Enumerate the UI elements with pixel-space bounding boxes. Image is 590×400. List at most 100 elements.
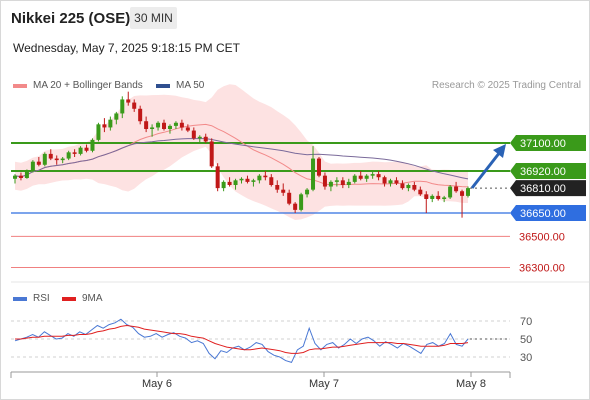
candle-body [311,158,316,190]
candle-body [370,174,375,176]
candle-body [221,181,226,189]
candle-body [167,125,172,129]
candle-body [305,189,310,195]
candle-body [227,181,232,185]
candle-body [275,185,280,190]
candle-body [13,175,17,179]
time-axis-label: May 8 [456,378,486,390]
candle-body [382,177,387,184]
candle-body [150,127,155,129]
time-axis-label: May 6 [142,378,172,390]
candle-body [96,124,101,140]
rsi-tick-label: 70 [520,316,532,328]
candle-body [322,175,327,187]
candle-body [293,203,298,210]
candle-body [72,152,77,154]
candle-body [287,192,292,204]
legend-9ma: 9MA [62,293,103,304]
interval-button[interactable]: 30 MIN [130,7,177,29]
candle-body [138,108,143,122]
candle-body [179,122,184,128]
ma50-line [14,138,469,180]
candle-body [126,99,131,103]
price-level-label: 36500.00 [519,231,565,243]
candle-body [120,99,125,114]
price-level-label: 36650.00 [520,208,566,220]
candle-body [358,175,363,179]
chart-header: Nikkei 225 (OSE) 30 MIN [0,0,590,36]
candle-body [388,180,393,184]
candle-body [460,191,465,196]
rsi-tick-label: 50 [520,334,532,346]
candle-body [185,127,190,131]
price-level-tag [510,135,586,151]
candle-body [406,185,411,189]
price-level-tag [510,205,586,221]
price-level-label: 36300.00 [519,262,565,274]
price-level-tag [510,180,586,197]
candle-body [328,181,333,187]
candle-body [54,158,59,161]
rsi-9ma-line [15,324,469,354]
price-level-label: 36810.00 [520,183,566,195]
candle-body [191,130,196,139]
legend-label: RSI [33,293,50,304]
instrument-title: Nikkei 225 (OSE) [11,10,131,27]
candle-body [197,136,202,139]
candle-body [90,139,95,151]
legend-label: MA 50 [176,80,205,91]
candle-body [412,185,417,190]
candle-body [364,175,369,179]
candle-body [203,136,208,142]
candle-body [454,186,459,192]
candle-body [48,153,53,159]
time-axis-label: May 7 [309,378,339,390]
legend-ma50: MA 50 [156,80,204,91]
candle-body [316,158,321,176]
candle-body [334,180,339,182]
candle-body [430,195,435,199]
candle-body [30,161,35,171]
rsi-line [14,318,469,364]
candle-body [42,153,47,165]
candle-body [263,175,268,178]
candle-body [162,122,167,129]
candle-body [418,189,423,195]
legend-label: 9MA [82,293,103,304]
forecast-arrow-shaft [470,151,502,189]
candle-body [156,122,161,128]
candle-body [18,175,23,178]
candle-body [108,119,113,128]
candle-body [448,186,453,198]
candle-body [466,188,470,196]
price-level-tag [510,163,586,179]
candle-body [245,178,250,182]
timestamp: Wednesday, May 7, 2025 9:18:15 PM CET [13,41,241,55]
candle-body [394,180,399,184]
rsi-tick-label: 30 [520,352,532,364]
candle-body [84,147,89,151]
credit-text: Research © 2025 Trading Central [431,80,581,91]
legend-ma20-bollinger: MA 20 + Bollinger Bands [13,80,143,91]
candle-body [346,181,351,185]
candle-body [144,121,149,129]
legend-swatch [156,83,170,88]
legend-label: MA 20 + Bollinger Bands [33,80,143,91]
candle-body [173,122,178,126]
candle-body [257,175,262,181]
price-level-label: 37100.00 [520,138,566,150]
candle-body [66,152,71,159]
candle-body [340,180,345,185]
candle-body [233,180,238,185]
candle-body [424,194,429,199]
candle-body [251,180,256,182]
candle-body [78,147,83,154]
forecast-arrow-head [493,144,506,158]
candle-body [352,175,357,182]
legend-swatch [13,296,27,301]
candle-body [114,113,119,120]
bollinger-band [15,84,468,220]
legend-swatch [13,83,27,88]
legend-rsi: RSI [13,293,50,304]
